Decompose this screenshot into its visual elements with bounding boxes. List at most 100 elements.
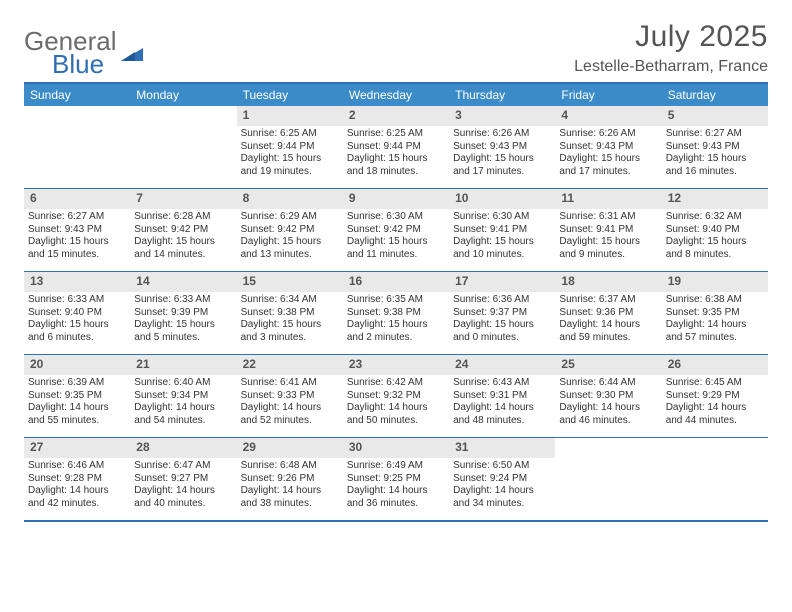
sunset-line: Sunset: 9:36 PM xyxy=(559,307,657,320)
sunrise-line: Sunrise: 6:25 AM xyxy=(241,128,339,141)
daylight-line: Daylight: 15 hours and 13 minutes. xyxy=(241,236,339,262)
day-number: 20 xyxy=(24,355,130,374)
sunrise-line: Sunrise: 6:38 AM xyxy=(666,294,764,307)
daylight-line: Daylight: 14 hours and 40 minutes. xyxy=(134,485,232,511)
day-header: Sunday xyxy=(24,84,130,106)
day-number: 7 xyxy=(130,189,236,208)
sunset-line: Sunset: 9:32 PM xyxy=(347,390,445,403)
day-number: 19 xyxy=(662,272,768,291)
day-number: 28 xyxy=(130,438,236,457)
day-info: Sunrise: 6:35 AMSunset: 9:38 PMDaylight:… xyxy=(343,292,449,349)
logo: GeneralBlue xyxy=(24,26,143,76)
daylight-line: Daylight: 15 hours and 3 minutes. xyxy=(241,319,339,345)
day-cell: 9Sunrise: 6:30 AMSunset: 9:42 PMDaylight… xyxy=(343,189,449,271)
day-cell: . xyxy=(130,106,236,188)
day-cell: 27Sunrise: 6:46 AMSunset: 9:28 PMDayligh… xyxy=(24,438,130,520)
day-info: Sunrise: 6:50 AMSunset: 9:24 PMDaylight:… xyxy=(449,458,555,515)
day-info: Sunrise: 6:25 AMSunset: 9:44 PMDaylight:… xyxy=(343,126,449,183)
sunrise-line: Sunrise: 6:31 AM xyxy=(559,211,657,224)
sunrise-line: Sunrise: 6:27 AM xyxy=(28,211,126,224)
day-info: Sunrise: 6:40 AMSunset: 9:34 PMDaylight:… xyxy=(130,375,236,432)
day-info: Sunrise: 6:30 AMSunset: 9:42 PMDaylight:… xyxy=(343,209,449,266)
day-info: Sunrise: 6:41 AMSunset: 9:33 PMDaylight:… xyxy=(237,375,343,432)
sunrise-line: Sunrise: 6:34 AM xyxy=(241,294,339,307)
day-info: Sunrise: 6:44 AMSunset: 9:30 PMDaylight:… xyxy=(555,375,661,432)
day-info: Sunrise: 6:36 AMSunset: 9:37 PMDaylight:… xyxy=(449,292,555,349)
daylight-line: Daylight: 14 hours and 38 minutes. xyxy=(241,485,339,511)
day-info: Sunrise: 6:47 AMSunset: 9:27 PMDaylight:… xyxy=(130,458,236,515)
sunrise-line: Sunrise: 6:49 AM xyxy=(347,460,445,473)
day-cell: 24Sunrise: 6:43 AMSunset: 9:31 PMDayligh… xyxy=(449,355,555,437)
day-number: 13 xyxy=(24,272,130,291)
day-number: 6 xyxy=(24,189,130,208)
day-info: Sunrise: 6:32 AMSunset: 9:40 PMDaylight:… xyxy=(662,209,768,266)
day-header: Thursday xyxy=(449,84,555,106)
day-cell: . xyxy=(662,438,768,520)
day-info: Sunrise: 6:43 AMSunset: 9:31 PMDaylight:… xyxy=(449,375,555,432)
sunset-line: Sunset: 9:40 PM xyxy=(28,307,126,320)
sunset-line: Sunset: 9:44 PM xyxy=(241,141,339,154)
day-number: 21 xyxy=(130,355,236,374)
daylight-line: Daylight: 15 hours and 18 minutes. xyxy=(347,153,445,179)
daylight-line: Daylight: 15 hours and 17 minutes. xyxy=(453,153,551,179)
day-info: Sunrise: 6:34 AMSunset: 9:38 PMDaylight:… xyxy=(237,292,343,349)
sunrise-line: Sunrise: 6:37 AM xyxy=(559,294,657,307)
sunset-line: Sunset: 9:40 PM xyxy=(666,224,764,237)
day-cell: 14Sunrise: 6:33 AMSunset: 9:39 PMDayligh… xyxy=(130,272,236,354)
day-number: 3 xyxy=(449,106,555,125)
day-info: Sunrise: 6:31 AMSunset: 9:41 PMDaylight:… xyxy=(555,209,661,266)
day-number: 31 xyxy=(449,438,555,457)
day-number: 24 xyxy=(449,355,555,374)
week-row: ..1Sunrise: 6:25 AMSunset: 9:44 PMDaylig… xyxy=(24,106,768,188)
day-cell: 29Sunrise: 6:48 AMSunset: 9:26 PMDayligh… xyxy=(237,438,343,520)
day-info: Sunrise: 6:45 AMSunset: 9:29 PMDaylight:… xyxy=(662,375,768,432)
daylight-line: Daylight: 15 hours and 9 minutes. xyxy=(559,236,657,262)
calendar: SundayMondayTuesdayWednesdayThursdayFrid… xyxy=(24,82,768,522)
day-info: Sunrise: 6:25 AMSunset: 9:44 PMDaylight:… xyxy=(237,126,343,183)
day-cell: 18Sunrise: 6:37 AMSunset: 9:36 PMDayligh… xyxy=(555,272,661,354)
daylight-line: Daylight: 15 hours and 2 minutes. xyxy=(347,319,445,345)
sunrise-line: Sunrise: 6:30 AM xyxy=(347,211,445,224)
day-info: Sunrise: 6:27 AMSunset: 9:43 PMDaylight:… xyxy=(662,126,768,183)
sunrise-line: Sunrise: 6:30 AM xyxy=(453,211,551,224)
daylight-line: Daylight: 15 hours and 0 minutes. xyxy=(453,319,551,345)
day-number: 14 xyxy=(130,272,236,291)
day-info: Sunrise: 6:42 AMSunset: 9:32 PMDaylight:… xyxy=(343,375,449,432)
day-number: 29 xyxy=(237,438,343,457)
day-cell: 5Sunrise: 6:27 AMSunset: 9:43 PMDaylight… xyxy=(662,106,768,188)
sunset-line: Sunset: 9:37 PM xyxy=(453,307,551,320)
daylight-line: Daylight: 14 hours and 59 minutes. xyxy=(559,319,657,345)
sunrise-line: Sunrise: 6:27 AM xyxy=(666,128,764,141)
sunset-line: Sunset: 9:43 PM xyxy=(559,141,657,154)
daylight-line: Daylight: 14 hours and 48 minutes. xyxy=(453,402,551,428)
sunset-line: Sunset: 9:26 PM xyxy=(241,473,339,486)
sunset-line: Sunset: 9:42 PM xyxy=(347,224,445,237)
sunset-line: Sunset: 9:38 PM xyxy=(241,307,339,320)
daylight-line: Daylight: 14 hours and 44 minutes. xyxy=(666,402,764,428)
daylight-line: Daylight: 14 hours and 36 minutes. xyxy=(347,485,445,511)
sunrise-line: Sunrise: 6:32 AM xyxy=(666,211,764,224)
day-info: Sunrise: 6:49 AMSunset: 9:25 PMDaylight:… xyxy=(343,458,449,515)
sunrise-line: Sunrise: 6:42 AM xyxy=(347,377,445,390)
day-info: Sunrise: 6:39 AMSunset: 9:35 PMDaylight:… xyxy=(24,375,130,432)
sunset-line: Sunset: 9:42 PM xyxy=(241,224,339,237)
day-info: Sunrise: 6:38 AMSunset: 9:35 PMDaylight:… xyxy=(662,292,768,349)
sunrise-line: Sunrise: 6:26 AM xyxy=(559,128,657,141)
sunset-line: Sunset: 9:28 PM xyxy=(28,473,126,486)
daylight-line: Daylight: 15 hours and 10 minutes. xyxy=(453,236,551,262)
daylight-line: Daylight: 14 hours and 50 minutes. xyxy=(347,402,445,428)
weeks-container: ..1Sunrise: 6:25 AMSunset: 9:44 PMDaylig… xyxy=(24,106,768,520)
day-cell: 23Sunrise: 6:42 AMSunset: 9:32 PMDayligh… xyxy=(343,355,449,437)
sunrise-line: Sunrise: 6:43 AM xyxy=(453,377,551,390)
sunset-line: Sunset: 9:43 PM xyxy=(28,224,126,237)
sunset-line: Sunset: 9:35 PM xyxy=(666,307,764,320)
day-cell: 22Sunrise: 6:41 AMSunset: 9:33 PMDayligh… xyxy=(237,355,343,437)
day-cell: 3Sunrise: 6:26 AMSunset: 9:43 PMDaylight… xyxy=(449,106,555,188)
day-header: Monday xyxy=(130,84,236,106)
day-number: 15 xyxy=(237,272,343,291)
sunrise-line: Sunrise: 6:39 AM xyxy=(28,377,126,390)
sunset-line: Sunset: 9:38 PM xyxy=(347,307,445,320)
day-number: 25 xyxy=(555,355,661,374)
day-header-row: SundayMondayTuesdayWednesdayThursdayFrid… xyxy=(24,84,768,106)
day-number: 12 xyxy=(662,189,768,208)
